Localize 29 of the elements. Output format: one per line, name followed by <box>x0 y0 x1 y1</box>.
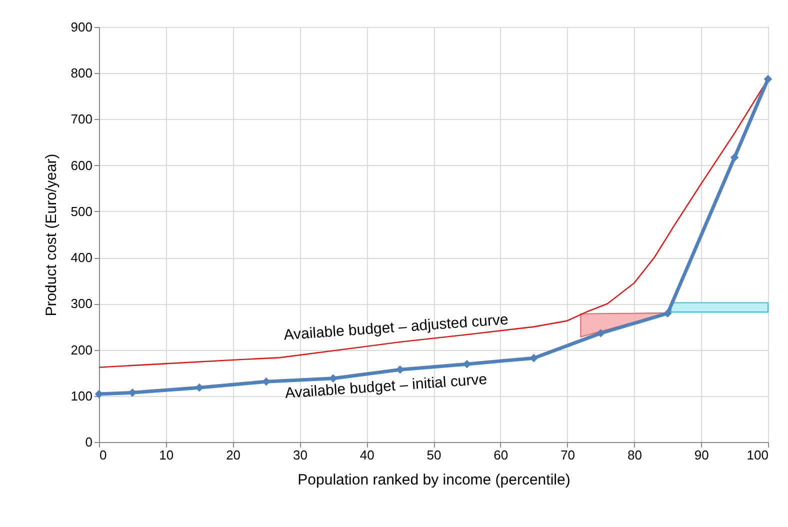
x-tick-label: 40 <box>360 448 374 462</box>
x-tick-label: 90 <box>694 448 709 462</box>
x-tick-label: 50 <box>426 448 442 462</box>
y-tick-label: 400 <box>70 250 92 266</box>
y-tick-label: 500 <box>70 204 92 219</box>
y-tick-label: 300 <box>70 296 92 312</box>
point <box>663 309 672 318</box>
y-tick-label: 100 <box>70 388 92 404</box>
point <box>764 74 772 84</box>
y-tick-label: 700 <box>70 112 92 127</box>
point <box>730 153 739 162</box>
x-tick-label: 10 <box>159 448 174 462</box>
y-tick-label: 900 <box>70 20 92 34</box>
annotation: Available budget – initial curve <box>284 370 488 402</box>
x-tick-label: 20 <box>226 448 241 462</box>
y-axis-title: Product cost (Euro/year) <box>42 154 60 316</box>
x-tick-label: 100 <box>746 448 768 462</box>
x-tick-label: 70 <box>560 448 576 462</box>
y-tick-label: 200 <box>70 342 92 358</box>
annotation: Available budget – adjusted curve <box>283 311 509 344</box>
x-axis-title: Population ranked by income (percentile) <box>298 472 570 488</box>
y-tick-label: 0 <box>85 434 92 450</box>
y-tick-label: 800 <box>70 66 92 81</box>
x-tick-label: 0 <box>100 448 107 462</box>
x-tick-label: 60 <box>494 448 508 462</box>
point <box>596 328 605 338</box>
y-tick-label: 600 <box>70 158 92 173</box>
x-tick-label: 80 <box>627 448 642 462</box>
x-tick-label: 30 <box>292 448 308 462</box>
